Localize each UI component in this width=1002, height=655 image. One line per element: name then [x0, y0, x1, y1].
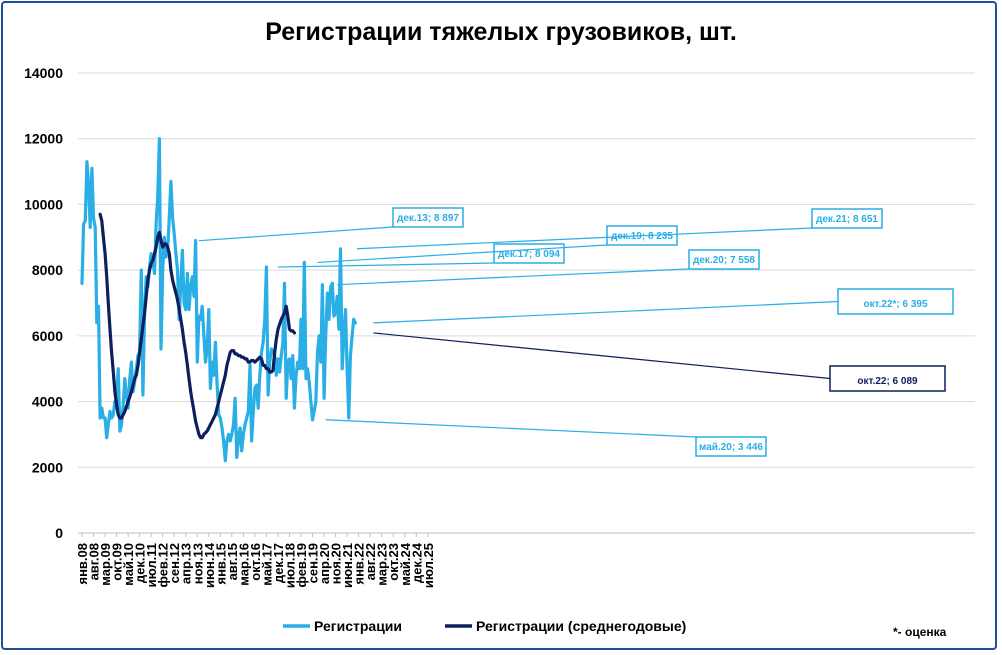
x-tick-label: апр.20 [317, 543, 332, 584]
x-tick-label: дек.17 [271, 543, 286, 583]
x-tick-label: мар.23 [375, 543, 390, 586]
x-tick-label: авг.22 [363, 543, 378, 580]
x-tick-label: янв.22 [352, 543, 367, 585]
annotation-label: окт.22; 6 089 [857, 376, 918, 387]
legend-average-label: Регистрации (среднегодовые) [476, 618, 686, 634]
x-tick-label: фев.19 [294, 543, 309, 588]
annotation-box [829, 365, 946, 392]
x-tick-label: фев.12 [156, 543, 171, 588]
x-tick-label: янв.15 [213, 543, 228, 585]
x-tick-label: июл.18 [282, 543, 297, 588]
y-tick-label: 14000 [24, 65, 63, 81]
annotation-leader [317, 244, 608, 264]
annotation-leader [337, 268, 690, 286]
y-tick-label: 8000 [32, 262, 63, 278]
x-tick-label: авг.08 [87, 543, 102, 580]
x-tick-label: июн.21 [340, 543, 355, 588]
x-tick-label: май.10 [121, 543, 136, 586]
annotation-label: май.20; 3 446 [699, 442, 763, 453]
x-tick-label: авг.15 [225, 543, 240, 580]
annotation-leader [325, 419, 697, 438]
x-tick-label: сен.19 [306, 543, 321, 583]
annotation-leader [373, 300, 839, 324]
y-tick-label: 10000 [24, 196, 63, 212]
annotation-label: дек.17; 8 094 [498, 249, 560, 260]
x-tick-label: окт.09 [110, 543, 125, 581]
annotation-label: дек.20; 7 558 [693, 255, 755, 266]
x-tick-label: май.24 [398, 542, 413, 586]
y-tick-label: 0 [55, 525, 63, 541]
annotation-box [688, 249, 760, 270]
y-tick-label: 12000 [24, 131, 63, 147]
x-tick-label: дек.10 [133, 543, 148, 583]
y-tick-label: 6000 [32, 328, 63, 344]
x-tick-label: окт.16 [248, 543, 263, 581]
x-tick-label: ноя.20 [329, 543, 344, 584]
x-tick-label: сен.12 [167, 543, 182, 583]
x-tick-label: мар.16 [236, 543, 251, 586]
annotation-label: дек.21; 8 651 [816, 214, 878, 225]
annotation-label: окт.22*; 6 395 [863, 299, 927, 310]
x-tick-label: мар.09 [98, 543, 113, 586]
y-tick-label: 2000 [32, 459, 63, 475]
x-tick-label: июл.25 [421, 543, 436, 588]
x-tick-label: июн.14 [202, 542, 217, 588]
annotation-leader [277, 262, 495, 268]
series-line-average [98, 212, 296, 440]
y-tick-label: 4000 [32, 394, 63, 410]
annotation-box [811, 208, 883, 229]
annotation-box [695, 436, 767, 457]
x-tick-label: май.17 [259, 543, 274, 586]
x-tick-label: июл.11 [144, 543, 159, 587]
x-tick-label: ноя.13 [190, 543, 205, 584]
x-tick-label: окт.23 [386, 543, 401, 581]
annotation-label: дек.19; 8 235 [611, 231, 673, 242]
estimate-note: *- оценка [893, 625, 947, 639]
x-tick-label: апр.13 [179, 543, 194, 584]
legend-monthly-label: Регистрации [314, 618, 402, 634]
annotation-leader [198, 226, 394, 242]
annotation-box [837, 288, 954, 315]
annotation-leader [356, 227, 813, 250]
annotation-label: дек.13; 8 897 [397, 213, 459, 224]
annotation-box [392, 207, 464, 228]
chart-title: Регистрации тяжелых грузовиков, шт. [265, 18, 737, 46]
x-tick-label: янв.08 [75, 543, 90, 585]
x-tick-label: дек.24 [409, 542, 424, 583]
annotation-leader [373, 332, 831, 380]
